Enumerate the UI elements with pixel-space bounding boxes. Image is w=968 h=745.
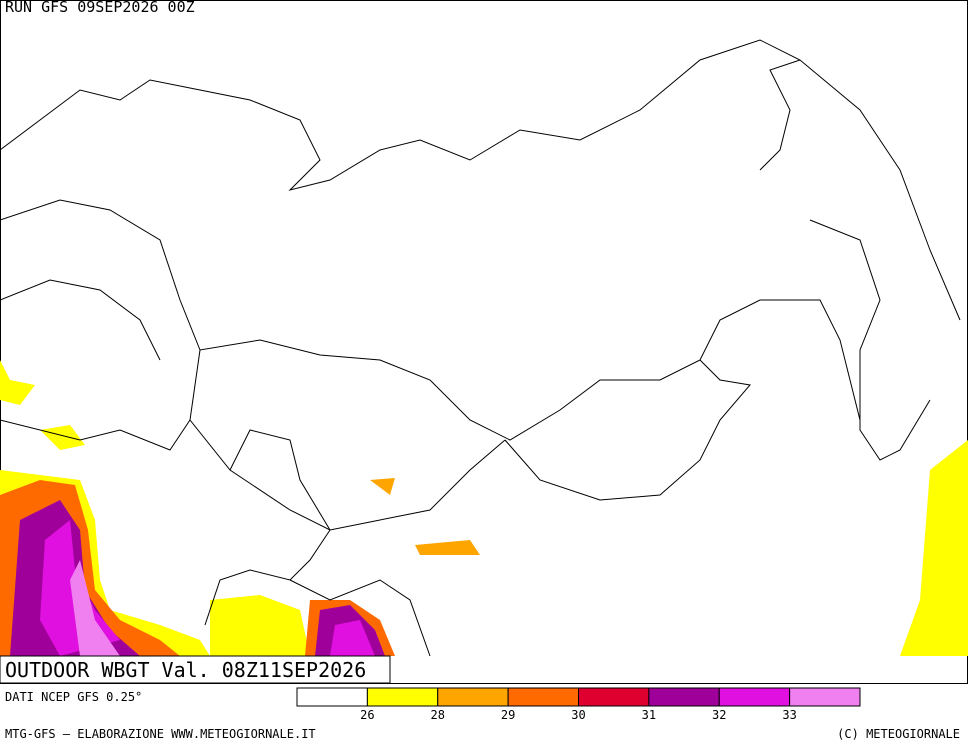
title-box bbox=[0, 655, 391, 684]
map-frame bbox=[0, 0, 968, 684]
colorbar-segment bbox=[648, 687, 720, 707]
colorbar-tick-label: 26 bbox=[360, 708, 374, 722]
colorbar: 26 28 29 30 31 32 33 bbox=[296, 687, 861, 722]
colorbar-segment bbox=[366, 687, 439, 707]
run-label: RUN GFS 09SEP2026 00Z bbox=[5, 0, 195, 16]
borders bbox=[0, 39, 961, 657]
footer-right: (C) METEOGIORNALE bbox=[837, 727, 960, 741]
colorbar-segment bbox=[789, 687, 861, 707]
colorbar-segment bbox=[507, 687, 579, 707]
colorbar-tick-label: 31 bbox=[642, 708, 656, 722]
heat-areas bbox=[0, 360, 968, 656]
colorbar-segment bbox=[296, 687, 368, 707]
source-label: DATI NCEP GFS 0.25° bbox=[5, 690, 142, 704]
colorbar-segment bbox=[437, 687, 509, 707]
footer-left: MTG-GFS – ELABORAZIONE WWW.METEOGIORNALE… bbox=[5, 727, 316, 741]
title: OUTDOOR WBGT Val. 08Z11SEP2026 bbox=[5, 658, 366, 682]
colorbar-tick-label: 32 bbox=[712, 708, 726, 722]
colorbar-segment bbox=[718, 687, 791, 707]
colorbar-tick-label: 30 bbox=[571, 708, 585, 722]
colorbar-tick-label: 33 bbox=[782, 708, 796, 722]
colorbar-tick-label: 29 bbox=[501, 708, 515, 722]
colorbar-tick-label: 28 bbox=[431, 708, 445, 722]
colorbar-segment bbox=[578, 687, 650, 707]
